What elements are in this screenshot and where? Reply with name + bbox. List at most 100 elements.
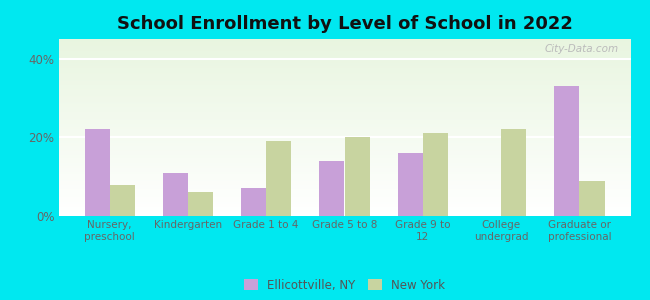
Bar bbox=[110, 184, 135, 216]
Bar bbox=[58, 119, 630, 120]
Bar bbox=[58, 130, 630, 131]
Bar bbox=[58, 59, 630, 60]
Bar bbox=[422, 134, 448, 216]
Bar bbox=[58, 80, 630, 81]
Bar bbox=[58, 96, 630, 97]
Bar bbox=[58, 91, 630, 92]
Bar bbox=[58, 160, 630, 161]
Bar bbox=[58, 120, 630, 121]
Bar bbox=[58, 156, 630, 157]
Bar bbox=[58, 179, 630, 180]
Bar bbox=[58, 39, 630, 40]
Bar bbox=[58, 74, 630, 75]
Bar bbox=[58, 111, 630, 112]
Bar bbox=[58, 107, 630, 108]
Bar bbox=[58, 83, 630, 84]
Bar bbox=[58, 41, 630, 42]
Bar bbox=[58, 127, 630, 128]
Bar bbox=[58, 126, 630, 127]
Bar bbox=[58, 135, 630, 136]
Bar bbox=[58, 49, 630, 50]
Bar bbox=[58, 149, 630, 150]
Bar bbox=[58, 212, 630, 213]
Bar bbox=[58, 114, 630, 115]
Bar bbox=[162, 173, 188, 216]
Bar bbox=[58, 102, 630, 103]
Bar bbox=[58, 48, 630, 49]
Bar bbox=[58, 189, 630, 190]
Bar bbox=[58, 194, 630, 195]
Bar bbox=[58, 143, 630, 144]
Bar bbox=[58, 123, 630, 124]
Bar bbox=[58, 108, 630, 109]
Bar bbox=[58, 215, 630, 216]
Bar bbox=[58, 124, 630, 125]
Bar bbox=[58, 63, 630, 64]
Bar bbox=[58, 193, 630, 194]
Bar bbox=[58, 159, 630, 160]
Bar bbox=[58, 161, 630, 162]
Bar bbox=[58, 205, 630, 206]
Bar bbox=[58, 52, 630, 53]
Bar bbox=[58, 118, 630, 119]
Bar bbox=[58, 138, 630, 139]
Bar bbox=[58, 60, 630, 61]
Bar bbox=[58, 103, 630, 104]
Bar bbox=[58, 147, 630, 148]
Bar bbox=[58, 86, 630, 87]
Bar bbox=[58, 110, 630, 111]
Bar bbox=[58, 167, 630, 168]
Bar bbox=[58, 187, 630, 188]
Bar bbox=[58, 139, 630, 140]
Bar bbox=[58, 141, 630, 142]
Bar bbox=[58, 101, 630, 102]
Bar bbox=[58, 210, 630, 211]
Bar bbox=[58, 132, 630, 133]
Bar bbox=[58, 87, 630, 88]
Legend: Ellicottville, NY, New York: Ellicottville, NY, New York bbox=[240, 275, 448, 295]
Bar bbox=[58, 190, 630, 191]
Bar bbox=[58, 182, 630, 183]
Bar bbox=[58, 56, 630, 57]
Bar bbox=[58, 185, 630, 186]
Bar bbox=[58, 183, 630, 184]
Bar bbox=[58, 55, 630, 56]
Bar bbox=[58, 88, 630, 89]
Bar bbox=[58, 172, 630, 173]
Bar bbox=[58, 64, 630, 65]
Bar bbox=[58, 200, 630, 201]
Bar bbox=[58, 199, 630, 200]
Bar bbox=[58, 180, 630, 181]
Bar bbox=[58, 197, 630, 198]
Bar bbox=[58, 125, 630, 126]
Bar bbox=[58, 47, 630, 48]
Bar bbox=[241, 188, 266, 216]
Bar bbox=[579, 181, 604, 216]
Bar bbox=[58, 208, 630, 209]
Bar bbox=[58, 202, 630, 203]
Bar bbox=[58, 106, 630, 107]
Bar bbox=[319, 161, 344, 216]
Bar bbox=[58, 122, 630, 123]
Bar bbox=[58, 214, 630, 215]
Bar bbox=[58, 128, 630, 129]
Bar bbox=[58, 62, 630, 63]
Bar bbox=[58, 195, 630, 196]
Bar bbox=[58, 85, 630, 86]
Bar bbox=[58, 42, 630, 43]
Bar bbox=[58, 169, 630, 170]
Bar bbox=[58, 186, 630, 187]
Bar bbox=[58, 142, 630, 143]
Bar bbox=[58, 113, 630, 114]
Bar bbox=[58, 151, 630, 152]
Bar bbox=[58, 81, 630, 82]
Bar bbox=[58, 184, 630, 185]
Bar bbox=[58, 73, 630, 74]
Bar bbox=[58, 78, 630, 79]
Bar bbox=[58, 136, 630, 137]
Bar bbox=[58, 177, 630, 178]
Bar bbox=[58, 105, 630, 106]
Bar bbox=[58, 94, 630, 95]
Bar bbox=[58, 158, 630, 159]
Bar bbox=[344, 137, 370, 216]
